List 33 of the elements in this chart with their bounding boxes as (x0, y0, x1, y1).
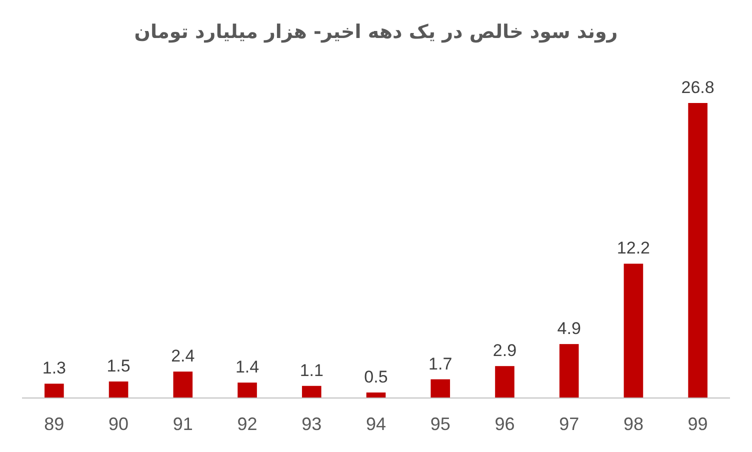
data-label: 2.4 (171, 346, 195, 366)
x-tick-label: 91 (172, 414, 193, 434)
bar (495, 366, 514, 398)
data-label: 1.1 (300, 360, 324, 380)
x-tick-label: 93 (302, 414, 322, 434)
data-label: 1.5 (106, 356, 130, 376)
x-tick-label: 99 (688, 414, 708, 434)
bar (108, 381, 128, 398)
x-tick-label: 98 (623, 414, 644, 434)
x-tick-label: 92 (237, 414, 258, 434)
bar (559, 344, 579, 398)
x-tick-label: 89 (44, 414, 64, 434)
x-tick-label: 94 (366, 414, 386, 434)
bar (430, 379, 450, 398)
bar (173, 372, 193, 398)
x-tick-label: 96 (494, 414, 515, 434)
x-tick-label: 97 (559, 414, 580, 434)
bar (624, 264, 644, 398)
x-tick-label: 95 (430, 414, 450, 434)
x-tick-label: 90 (108, 414, 129, 434)
data-label: 0.5 (364, 367, 388, 386)
bar (688, 103, 708, 398)
bar (302, 386, 322, 398)
data-label: 4.9 (557, 319, 581, 338)
data-label: 12.2 (616, 238, 650, 258)
data-label: 26.8 (681, 78, 714, 97)
data-label: 1.3 (42, 358, 66, 378)
chart-title: روند سود خالص در یک دهه اخیر- هزار میلیارد تومان (134, 21, 618, 43)
data-label: 2.9 (492, 341, 517, 360)
bar (44, 384, 64, 398)
data-label: 1.7 (428, 354, 452, 374)
bar (238, 382, 257, 398)
data-label: 1.4 (235, 358, 260, 377)
